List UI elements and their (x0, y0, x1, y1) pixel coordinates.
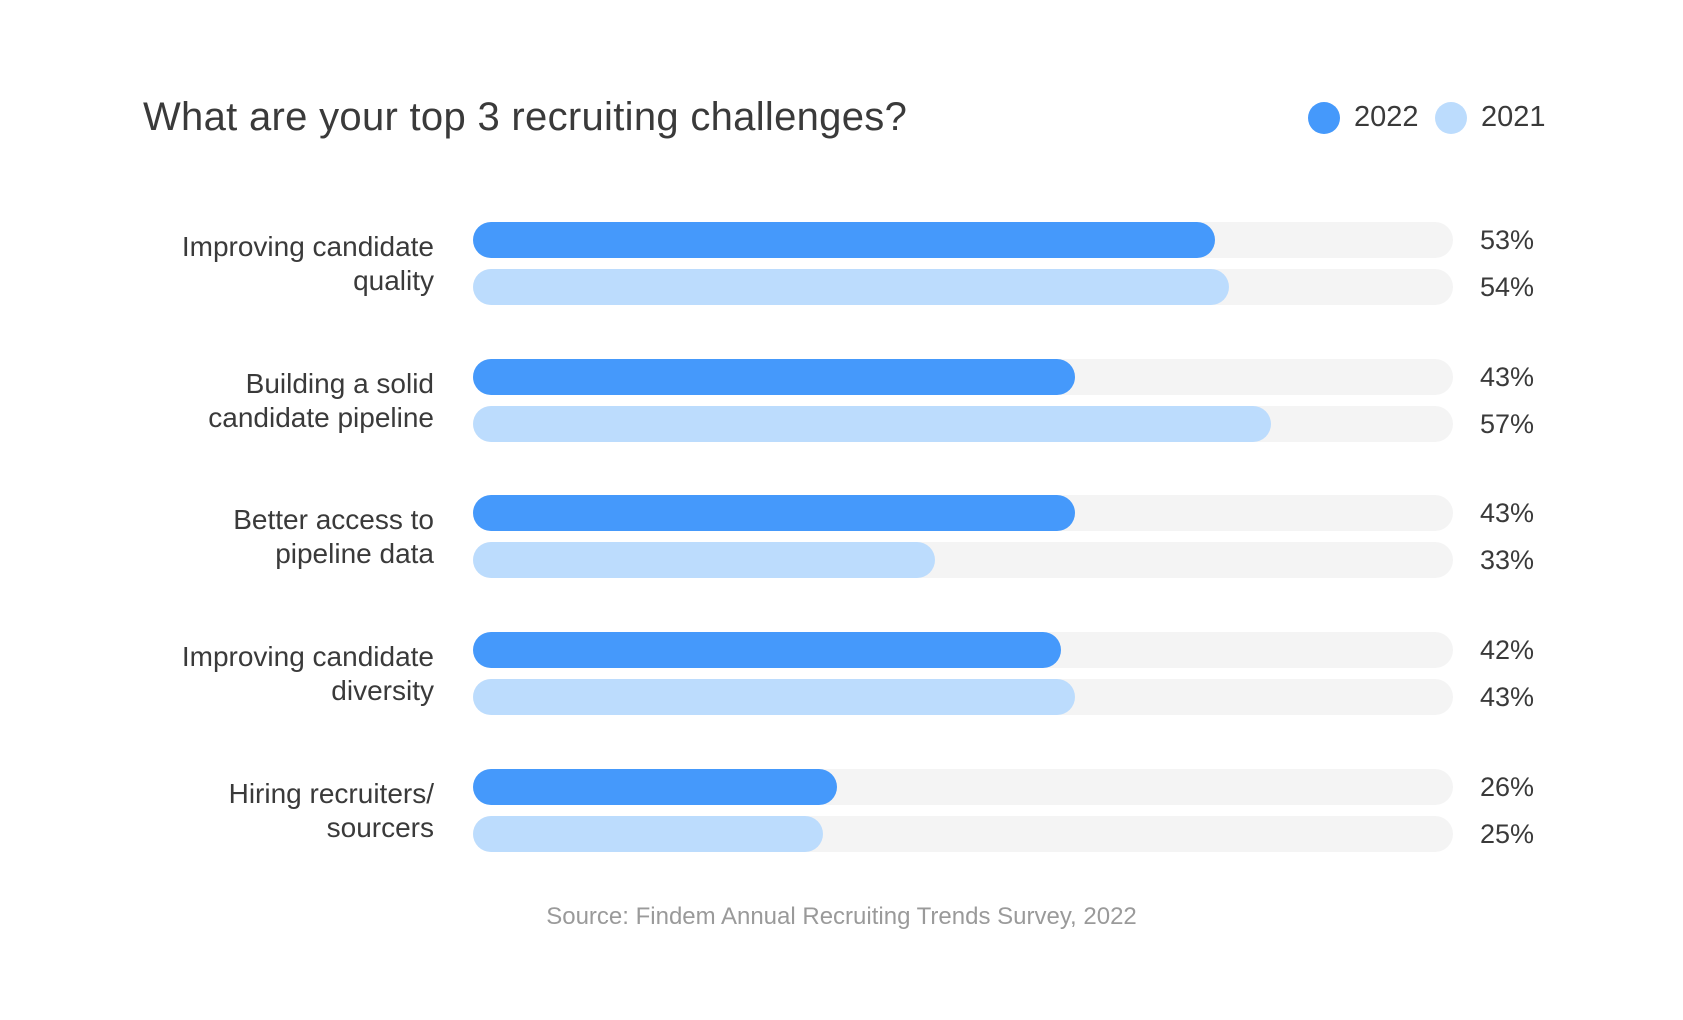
data-label: 43% (1480, 498, 1535, 528)
bar-2021 (473, 269, 1229, 305)
legend-label: 2022 (1354, 101, 1419, 133)
bar-track (473, 679, 1453, 715)
legend-dot-icon (1435, 101, 1467, 134)
bar-2022 (473, 495, 1075, 531)
bar-2022 (473, 632, 1061, 668)
data-label: 43% (1480, 362, 1535, 392)
chart-title: What are your top 3 recruiting challenge… (143, 95, 908, 139)
bar-track (473, 816, 1453, 852)
source-note: Source: Findem Annual Recruiting Trends … (546, 903, 1137, 930)
bar-track (473, 406, 1453, 442)
data-label: 57% (1480, 409, 1535, 439)
legend-label: 2021 (1481, 101, 1546, 133)
bar-track (473, 542, 1453, 578)
category-label: Hiring recruiters/sourcers (228, 778, 434, 843)
bar-track (473, 769, 1453, 805)
bar-2022 (473, 222, 1215, 258)
data-label: 33% (1480, 545, 1535, 575)
data-label: 53% (1480, 225, 1535, 255)
bar-track (473, 359, 1453, 395)
bar-2022 (473, 769, 837, 805)
bar-track (473, 222, 1453, 258)
data-label: 43% (1480, 682, 1535, 712)
bar-2021 (473, 816, 823, 852)
bar-track (473, 269, 1453, 305)
bar-2022 (473, 359, 1075, 395)
data-label: 42% (1480, 635, 1535, 665)
legend-item-2022: 2022 (1308, 101, 1419, 134)
bar-2021 (473, 679, 1075, 715)
data-label: 25% (1480, 819, 1535, 849)
category-label: Improving candidate quality (181, 231, 434, 296)
category-label: Better access to pipeline data (233, 504, 434, 569)
bar-2021 (473, 542, 935, 578)
category-label: Improving candidate diversity (181, 641, 434, 706)
bar-track (473, 495, 1453, 531)
category-label: Building a solid candidate pipeline (208, 368, 434, 433)
legend-dot-icon (1308, 101, 1340, 134)
legend-item-2021: 2021 (1435, 101, 1546, 134)
bar-2021 (473, 406, 1271, 442)
bar-track (473, 632, 1453, 668)
data-label: 26% (1480, 772, 1535, 802)
data-label: 54% (1480, 272, 1535, 302)
